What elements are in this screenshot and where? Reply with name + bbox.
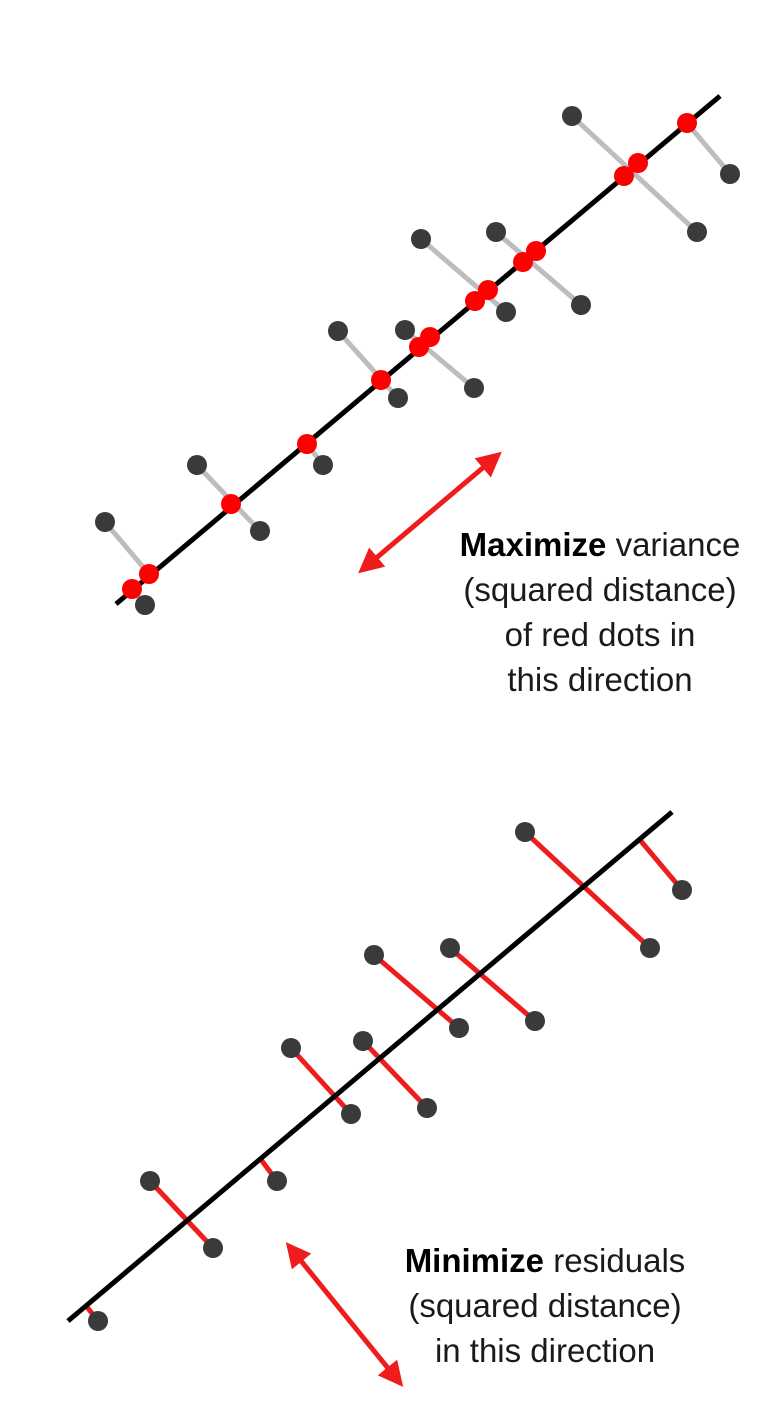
projected-point	[526, 241, 546, 261]
variance-direction-arrow	[358, 451, 502, 574]
connector	[569, 113, 700, 235]
data-point	[515, 822, 535, 842]
projected-point	[122, 579, 142, 599]
data-point	[464, 378, 484, 398]
connector	[418, 236, 509, 315]
maximize-variance-caption: Maximize variance (squared distance) of …	[430, 522, 770, 702]
data-point	[364, 945, 384, 965]
residual-line	[447, 945, 538, 1024]
projected-point	[221, 494, 241, 514]
caption-rest: residuals	[553, 1242, 686, 1279]
data-point	[687, 222, 707, 242]
connector	[493, 229, 584, 308]
projected-point	[139, 564, 159, 584]
data-point	[571, 295, 591, 315]
data-point	[562, 106, 582, 126]
data-point	[486, 222, 506, 242]
data-point	[328, 321, 348, 341]
data-point	[496, 302, 516, 322]
top-panel	[95, 94, 740, 615]
caption-line-1: Maximize variance	[430, 522, 770, 567]
caption-line-1: Minimize residuals	[380, 1238, 710, 1283]
data-point	[449, 1018, 469, 1038]
data-point	[95, 512, 115, 532]
residual-line	[637, 837, 685, 893]
caption-keyword: Minimize	[404, 1242, 545, 1279]
connector	[684, 120, 733, 177]
data-point	[341, 1104, 361, 1124]
data-point	[203, 1238, 223, 1258]
caption-line-3: in this direction	[434, 1332, 656, 1369]
projected-point	[677, 113, 697, 133]
residual-lines	[84, 829, 685, 1324]
data-point	[281, 1038, 301, 1058]
caption-line-2: (squared distance)	[408, 1287, 682, 1324]
data-point	[135, 595, 155, 615]
data-point	[388, 388, 408, 408]
bottom-panel	[66, 810, 692, 1387]
minimize-residuals-caption: Minimize residuals (squared distance) in…	[380, 1238, 710, 1373]
projected-point	[614, 166, 634, 186]
data-point	[525, 1011, 545, 1031]
top-data-points	[95, 106, 740, 615]
data-point	[411, 229, 431, 249]
residual-line	[522, 829, 653, 951]
connector	[102, 519, 152, 577]
residual-line	[371, 952, 462, 1031]
bottom-data-points	[88, 822, 692, 1331]
residual-line	[288, 1045, 354, 1117]
projected-point	[478, 280, 498, 300]
projected-point	[297, 434, 317, 454]
regression-line	[66, 810, 674, 1323]
projected-point	[628, 153, 648, 173]
residual-direction-arrow	[285, 1242, 404, 1387]
top-projected-points	[122, 113, 697, 599]
data-point	[640, 938, 660, 958]
data-point	[720, 164, 740, 184]
data-point	[395, 320, 415, 340]
data-point	[672, 880, 692, 900]
caption-rest: variance	[615, 526, 741, 563]
projected-point	[371, 370, 391, 390]
data-point	[313, 455, 333, 475]
data-point	[267, 1171, 287, 1191]
connector	[335, 328, 401, 401]
caption-line-4: this direction	[507, 661, 693, 698]
caption-line-3: of red dots in	[504, 616, 696, 653]
data-point	[250, 521, 270, 541]
data-point	[187, 455, 207, 475]
residual-line	[147, 1178, 216, 1251]
caption-keyword: Maximize	[459, 526, 607, 563]
data-point	[440, 938, 460, 958]
data-point	[353, 1031, 373, 1051]
residual-line	[360, 1038, 430, 1111]
projected-point	[420, 327, 440, 347]
caption-line-2: (squared distance)	[463, 571, 737, 608]
data-point	[140, 1171, 160, 1191]
data-point	[88, 1311, 108, 1331]
data-point	[417, 1098, 437, 1118]
